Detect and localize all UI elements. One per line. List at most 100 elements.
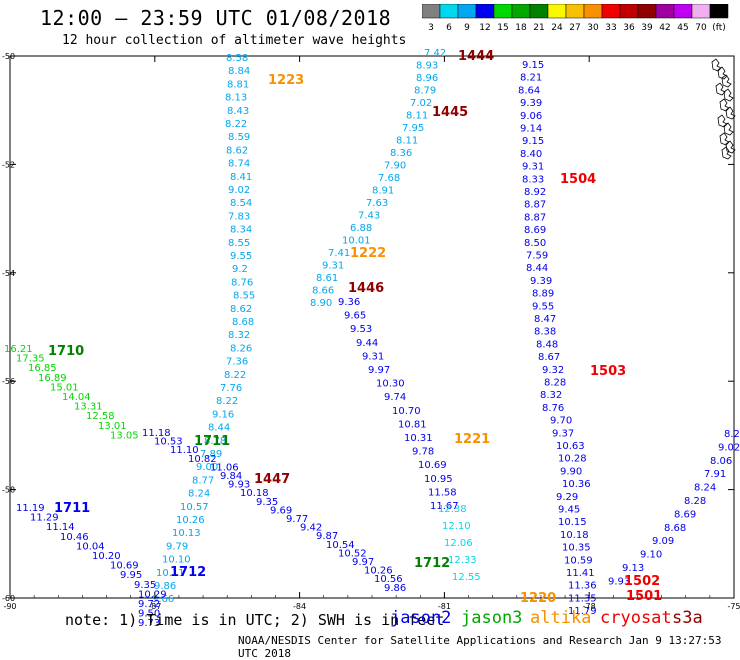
lon-label: -90 bbox=[3, 602, 16, 611]
swh-value-label: 8.41 bbox=[230, 172, 252, 183]
colorbar-label: 45 bbox=[677, 23, 688, 33]
legend-jason2: jason2 bbox=[390, 608, 452, 628]
lat-label: -50 bbox=[2, 52, 15, 61]
swh-value-label: 8.32 bbox=[540, 390, 562, 401]
swh-value-label: 8.76 bbox=[542, 403, 564, 414]
swh-value-label: 8.62 bbox=[226, 145, 248, 156]
swh-value-label: 11.41 bbox=[566, 568, 595, 579]
pass-time-label: 1710 bbox=[48, 344, 84, 359]
swh-value-label: 7.83 bbox=[228, 211, 250, 222]
swh-value-label: 8.87 bbox=[524, 212, 546, 223]
swh-value-label: 12.06 bbox=[444, 538, 473, 549]
swh-value-label: 8.87 bbox=[524, 200, 546, 211]
pass-time-label: 1221 bbox=[454, 432, 490, 447]
swh-value-label: 9.93 bbox=[228, 480, 250, 491]
map-frame bbox=[9, 55, 735, 599]
pass-time-label: 1223 bbox=[268, 73, 304, 88]
swh-value-label: 9.45 bbox=[558, 505, 580, 516]
swh-value-label: 12.33 bbox=[448, 555, 477, 566]
swh-value-label: 8.90 bbox=[310, 298, 332, 309]
coastline-fragment bbox=[717, 66, 728, 80]
swh-value-label: 8.74 bbox=[228, 159, 250, 170]
swh-value-label: 8.77 bbox=[192, 475, 214, 486]
swh-value-label: 9.78 bbox=[412, 447, 434, 458]
units-note: note: 1) Time is in UTC; 2) SWH is in fe… bbox=[65, 611, 445, 629]
swh-value-label: 9.70 bbox=[550, 416, 572, 427]
swh-value-label: 8.58 bbox=[226, 53, 248, 64]
swh-value-label: 9.35 bbox=[134, 580, 156, 591]
swh-value-label: 9.31 bbox=[522, 162, 544, 173]
colorbar-swatch bbox=[475, 4, 495, 19]
colorbar-swatch bbox=[457, 4, 477, 19]
swh-value-label: 11.35 bbox=[568, 593, 597, 604]
swh-value-label: 9.06 bbox=[520, 111, 542, 122]
swh-value-label: 8.61 bbox=[316, 273, 338, 284]
colorbar-swatch bbox=[673, 4, 693, 19]
colorbar-label: 33 bbox=[605, 23, 616, 33]
swh-value-label: 11.06 bbox=[210, 462, 239, 473]
swh-value-label: 10.59 bbox=[564, 555, 593, 566]
pass-time-label: 1222 bbox=[350, 246, 386, 261]
swh-value-label: 8.22 bbox=[224, 370, 246, 381]
colorbar-swatch bbox=[691, 4, 711, 19]
swh-value-label: 9.42 bbox=[300, 523, 322, 534]
swh-value-label: 10.69 bbox=[418, 460, 447, 471]
swh-value-label: 7.63 bbox=[366, 198, 388, 209]
swh-value-label: 9.15 bbox=[522, 60, 544, 71]
swh-value-label: 11.36 bbox=[568, 581, 597, 592]
swh-value-label: 7.68 bbox=[378, 173, 400, 184]
swh-value-label: 8.22 bbox=[225, 119, 247, 130]
pass-time-label: 1444 bbox=[458, 49, 494, 64]
swh-value-label: 8.93 bbox=[416, 61, 438, 72]
lat-label: -60 bbox=[2, 594, 15, 603]
swh-value-label: 8.69 bbox=[524, 225, 546, 236]
swh-value-label: 8.79 bbox=[414, 86, 436, 97]
swh-value-label: 9.86 bbox=[384, 583, 406, 594]
swh-value-label: 8.92 bbox=[524, 187, 546, 198]
swh-value-label: 7.42 bbox=[424, 48, 446, 59]
swh-value-label: 9.15 bbox=[522, 136, 544, 147]
swh-value-label: 7.91 bbox=[704, 469, 726, 480]
swh-value-label: 8.81 bbox=[227, 79, 249, 90]
swh-value-label: 10.46 bbox=[60, 532, 89, 543]
credit-line: NOAA/NESDIS Center for Satellite Applica… bbox=[238, 634, 722, 660]
swh-value-label: 9.39 bbox=[520, 98, 542, 109]
swh-value-label: 9.93 bbox=[608, 576, 630, 587]
swh-value-label: 10.31 bbox=[404, 433, 433, 444]
swh-value-label: 9.00 bbox=[196, 462, 218, 473]
swh-value-label: 9.55 bbox=[230, 251, 252, 262]
swh-value-label: 9.90 bbox=[560, 466, 582, 477]
swh-value-label: 9.02 bbox=[718, 442, 740, 453]
swh-value-label: 9.2 bbox=[232, 264, 248, 275]
coastline-fragment bbox=[721, 74, 732, 88]
coastline-fragment bbox=[711, 58, 722, 72]
swh-value-label: 8.24 bbox=[694, 483, 716, 494]
swh-value-label: 10.57 bbox=[180, 502, 209, 513]
colorbar-swatch bbox=[565, 4, 585, 19]
swh-value-label: 7.36 bbox=[226, 357, 248, 368]
swh-value-label: 8.62 bbox=[230, 304, 252, 315]
swh-value-label: 9.74 bbox=[384, 392, 406, 403]
pass-time-label: 1220 bbox=[520, 591, 556, 606]
colorbar-label: 21 bbox=[533, 23, 544, 33]
swh-value-label: 9.87 bbox=[316, 531, 338, 542]
swh-value-label: 8.55 bbox=[228, 238, 250, 249]
lat-label: -58 bbox=[2, 486, 15, 495]
swh-value-label: 10.95 bbox=[424, 474, 453, 485]
swh-value-label: 7.59 bbox=[526, 251, 548, 262]
swh-value-label: 8.22 bbox=[216, 396, 238, 407]
swh-value-label: 8.96 bbox=[416, 73, 438, 84]
swh-value-label: 9.35 bbox=[256, 497, 278, 508]
swh-value-label: 8.89 bbox=[532, 289, 554, 300]
colorbar-swatch bbox=[422, 4, 441, 19]
lat-label: -56 bbox=[2, 377, 15, 386]
pass-time-label: 1446 bbox=[348, 281, 384, 296]
swh-value-label: 10.01 bbox=[342, 236, 371, 247]
swh-value-label: 10.04 bbox=[76, 541, 105, 552]
swh-value-label: 13.31 bbox=[74, 402, 103, 413]
swh-value-label: 9.32 bbox=[542, 365, 564, 376]
swh-value-label: 10.10 bbox=[162, 555, 191, 566]
swh-value-label: 8.47 bbox=[534, 314, 556, 325]
